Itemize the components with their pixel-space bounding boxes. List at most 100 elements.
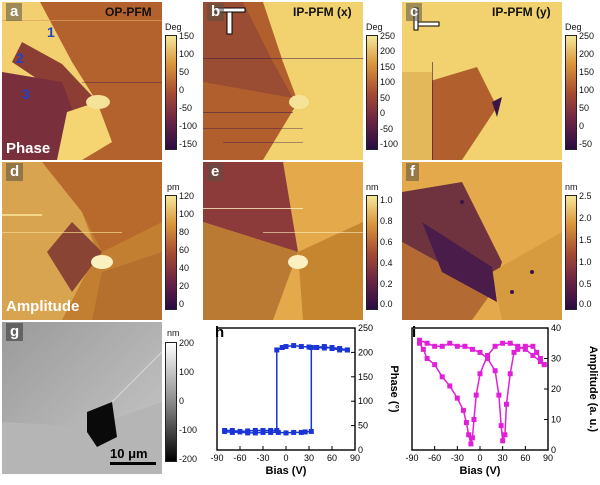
colorbar-tick: 0.6 (380, 237, 393, 247)
data-point (537, 356, 543, 361)
colorbar-tick: 200 (579, 49, 595, 59)
data-point (260, 429, 266, 435)
colorbar-unit: nm (366, 182, 379, 192)
panel-label: d (6, 163, 24, 181)
data-point (500, 438, 506, 444)
panel-title: IP-PFM (y) (492, 5, 551, 19)
colorbar-tick: 50 (380, 93, 391, 103)
panel-title: IP-PFM (x) (293, 5, 352, 19)
colorbar (366, 195, 378, 310)
data-point (302, 429, 308, 435)
data-point (454, 343, 460, 349)
colorbar-tick: 0 (179, 299, 185, 309)
data-point (439, 374, 445, 380)
colorbar-tick: 2.0 (579, 213, 592, 223)
colorbar-unit: Deg (366, 22, 383, 32)
data-point (298, 429, 304, 435)
data-point (424, 340, 430, 346)
y-tick-label: 0 (551, 445, 556, 455)
panel-label: b (207, 3, 225, 21)
x-tick-label: -60 (428, 453, 441, 463)
colorbar-tick: -100 (179, 425, 198, 435)
colorbar-tick: 250 (380, 31, 396, 41)
data-point (329, 345, 335, 351)
data-point (492, 343, 498, 349)
data-point (268, 429, 274, 435)
colorbar-tick: 150 (179, 31, 195, 41)
panel-f: f nm 2.5 2.0 1.5 1.0 0.5 0.0 (402, 162, 600, 320)
panel-a: a OP-PFM 1 2 3 Phase Deg 150 100 50 0 -5… (2, 2, 200, 160)
pfm-map-f (402, 162, 562, 320)
data-point (447, 383, 453, 389)
data-point (463, 420, 469, 426)
data-point (473, 392, 479, 398)
y-tick-label: 30 (551, 354, 561, 364)
panel-b: b IP-PFM (x) Deg 250 200 150 100 50 0 -5… (203, 2, 401, 160)
x-axis-label: Bias (V) (460, 465, 501, 477)
colorbar-tick: 150 (380, 62, 396, 72)
colorbar-tick: 0 (579, 121, 585, 131)
data-point (439, 343, 445, 349)
data-point (498, 423, 504, 429)
afm-image-g: g 10 μm (2, 322, 162, 474)
y-axis-label: Amplitude (a. u.) (587, 346, 599, 433)
y-tick-label: 250 (358, 323, 373, 333)
data-point (500, 340, 506, 346)
colorbar-tick: 1.0 (380, 195, 393, 205)
colorbar-tick: -50 (179, 103, 193, 113)
colorbar-tick: 0 (380, 108, 386, 118)
series-line (224, 346, 348, 434)
colorbar-tick: 0.2 (380, 279, 393, 289)
colorbar-tick: -50 (579, 139, 593, 149)
pfm-map-e (203, 162, 363, 320)
x-tick-label: -60 (233, 453, 246, 463)
x-tick-label: 60 (327, 453, 337, 463)
domain-1-label: 1 (47, 24, 55, 40)
colorbar-unit: nm (565, 182, 578, 192)
colorbar-tick: 50 (179, 67, 190, 77)
series-line (224, 344, 348, 433)
data-point (291, 429, 297, 435)
colorbar-tick: -100 (179, 121, 198, 131)
data-point (466, 432, 472, 438)
panel-label: g (6, 323, 24, 341)
data-point (222, 428, 228, 434)
y-tick-label: 50 (358, 421, 368, 431)
colorbar-tick: 0 (179, 85, 185, 95)
colorbar-tick: 80 (179, 227, 190, 237)
colorbar-tick: 250 (579, 31, 595, 41)
x-tick-label: -90 (210, 453, 223, 463)
colorbar-tick: 100 (380, 77, 396, 87)
colorbar (165, 195, 177, 310)
pfm-image-b: b IP-PFM (x) (203, 2, 363, 160)
x-tick-label: 30 (304, 453, 314, 463)
data-point (274, 347, 280, 353)
pfm-map-b (203, 2, 363, 160)
x-tick-label: -90 (405, 453, 418, 463)
x-tick-label: 60 (520, 453, 530, 463)
colorbar-tick: 0.8 (380, 216, 393, 226)
colorbar-tick: 2.5 (579, 191, 592, 201)
colorbar-tick: -50 (380, 124, 394, 134)
y-tick-label: 0 (358, 445, 363, 455)
colorbar-tick: 100 (179, 209, 195, 219)
data-point (522, 343, 528, 349)
data-point (245, 430, 251, 436)
data-point (485, 352, 491, 358)
data-point (468, 441, 474, 447)
colorbar-tick: -150 (179, 139, 198, 149)
data-point (477, 349, 483, 355)
data-point (432, 343, 438, 349)
phase-label: Phase (6, 140, 51, 157)
afm-map-g (2, 322, 162, 474)
pfm-image-d: d Amplitude (2, 162, 162, 320)
panel-c: c IP-PFM (y) Deg 250 200 150 100 50 0 -5… (402, 2, 600, 160)
panel-h: -90 -60 -30 0 30 60 90 0 50 100 150 200 250 Bias (V) P… (203, 322, 401, 480)
colorbar-tick: 0.5 (579, 279, 592, 289)
data-point (460, 407, 466, 413)
x-tick-label: 30 (498, 453, 508, 463)
colorbar-tick: 200 (179, 338, 195, 348)
data-point (462, 343, 468, 349)
data-point (308, 345, 314, 351)
panel-label: f (406, 163, 419, 181)
